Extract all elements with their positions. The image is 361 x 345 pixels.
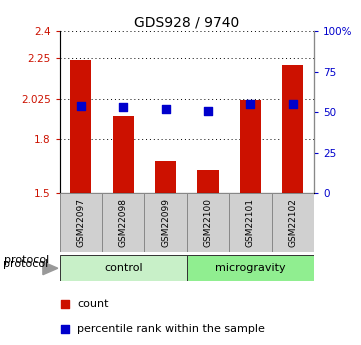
Text: GSM22097: GSM22097: [76, 198, 85, 247]
Bar: [60, 193, 102, 252]
Text: control: control: [104, 263, 143, 273]
Bar: [187, 193, 229, 252]
Text: GSM22101: GSM22101: [246, 198, 255, 247]
Bar: [144, 193, 187, 252]
Bar: [70, 60, 91, 193]
Point: [205, 108, 211, 113]
Point: [78, 103, 84, 108]
Bar: [229, 193, 271, 252]
Text: count: count: [77, 299, 109, 309]
Bar: [113, 116, 134, 193]
Bar: [197, 170, 219, 193]
Title: GDS928 / 9740: GDS928 / 9740: [134, 16, 239, 30]
Point: [62, 326, 68, 332]
Bar: [282, 65, 304, 193]
Text: GSM22099: GSM22099: [161, 198, 170, 247]
Point: [248, 101, 253, 107]
Text: GSM22098: GSM22098: [119, 198, 128, 247]
Bar: [60, 255, 187, 281]
Text: percentile rank within the sample: percentile rank within the sample: [77, 324, 265, 334]
Bar: [155, 161, 176, 193]
Polygon shape: [43, 262, 58, 275]
Point: [290, 101, 296, 107]
Point: [120, 105, 126, 110]
Bar: [240, 99, 261, 193]
Text: microgravity: microgravity: [215, 263, 286, 273]
Bar: [102, 193, 144, 252]
Text: GSM22102: GSM22102: [288, 198, 297, 247]
Bar: [187, 255, 314, 281]
Text: protocol: protocol: [4, 255, 49, 265]
Text: GSM22100: GSM22100: [204, 198, 213, 247]
Point: [163, 106, 169, 112]
Bar: [272, 193, 314, 252]
Point: [62, 301, 68, 307]
Text: protocol: protocol: [3, 259, 48, 269]
